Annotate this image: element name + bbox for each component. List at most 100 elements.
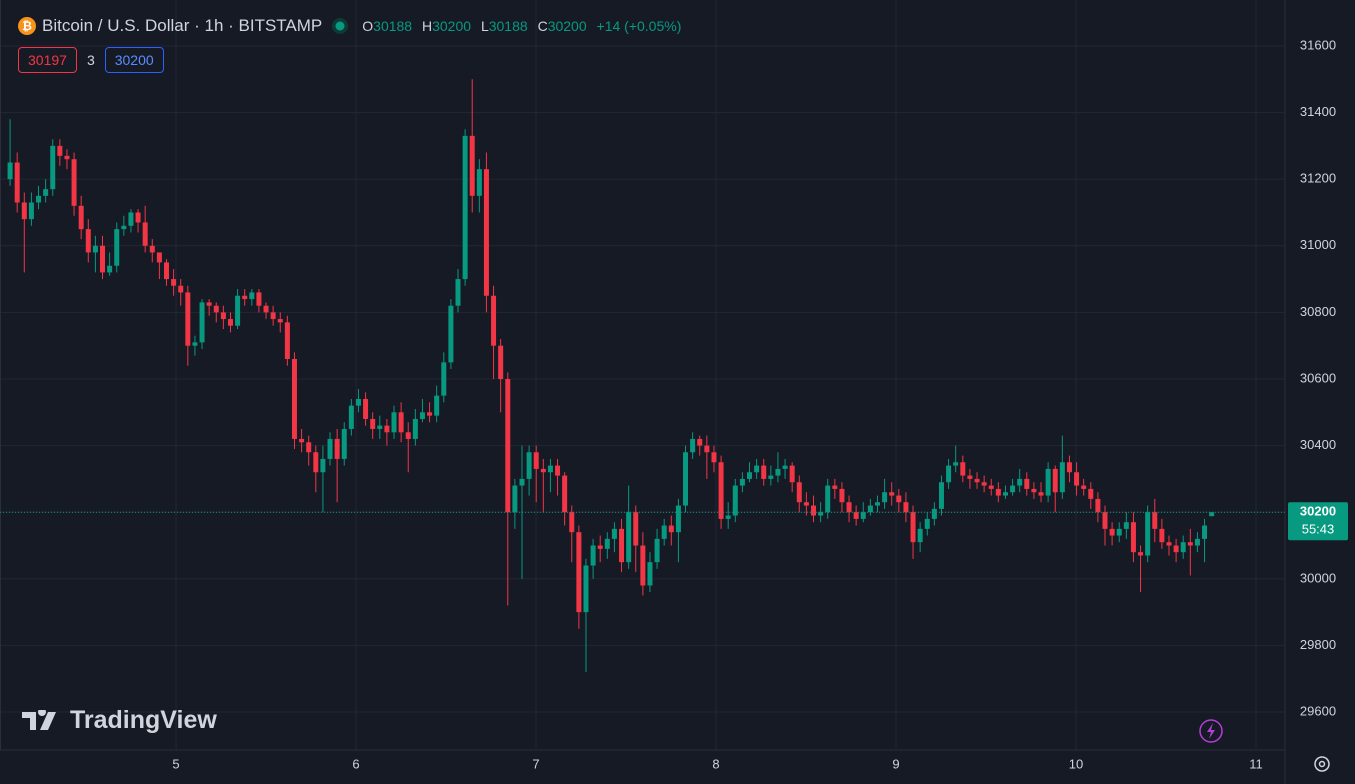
candle [675,498,681,563]
candle-body [1095,498,1101,513]
candle [171,269,177,296]
candle-body [412,418,418,439]
candle-body [505,378,511,513]
candle [370,412,376,439]
candle [1102,505,1108,546]
candle-body [291,359,297,439]
candle [910,505,916,559]
y-tick-label: 30400 [1300,437,1336,452]
symbol[interactable]: Bitcoin / U.S. Dollar · 1h · BITSTAMP [42,16,323,35]
candle [739,472,745,493]
candle [92,235,98,273]
candle-body [974,478,980,483]
candle [917,522,923,553]
candle-body [889,492,895,496]
candle-body [590,545,596,566]
candle-body [434,395,440,416]
candle-body [661,525,667,539]
candle [526,445,532,496]
candle-body [1209,512,1215,517]
candle [619,518,625,573]
candle [114,222,120,273]
candle-body [199,302,205,343]
x-tick-label: 6 [352,756,359,771]
h-label: H [421,18,433,34]
candle [377,415,383,439]
candle-body [469,135,475,196]
candle [1159,518,1165,549]
candle-body [853,512,859,519]
candle [867,498,873,516]
candle [85,219,91,263]
candle [249,289,255,306]
candle [227,312,233,333]
candle [647,552,653,593]
h-value: 30200 [432,18,472,34]
candle-body [78,205,84,230]
candle [697,435,703,456]
candle [924,512,930,536]
candle [498,339,504,413]
candle [7,119,13,186]
candle-body [377,425,383,429]
candle-body [1138,552,1144,556]
candle [21,192,27,273]
candle [562,472,568,526]
candle [391,405,397,439]
candle-body [633,512,639,546]
candle-body [171,279,177,286]
candle [156,252,162,280]
spread: 3 [86,52,95,68]
candle [100,235,106,280]
candle-body [782,465,788,469]
status-dot [332,18,349,34]
candle-body [43,189,49,196]
candle-body [526,452,532,479]
candle-body [92,245,98,253]
candle-body [178,285,184,293]
candle [43,179,49,203]
candle-body [562,475,568,513]
alert-icon [1199,719,1223,743]
candle [547,458,553,493]
change: +14 (+0.05%) [596,18,682,34]
candle-body [121,225,127,230]
candle [569,505,575,563]
candle-body [206,302,212,306]
candle-body [1066,462,1072,473]
candle-body [448,305,454,363]
candle-body [690,438,696,453]
settings-icon[interactable] [1314,756,1330,772]
candle [334,428,340,503]
candle [960,455,966,483]
y-tick-label: 31400 [1300,104,1336,119]
candle-body [775,468,781,476]
candle-body [306,442,312,453]
candle-body [220,312,226,320]
candle [967,468,973,489]
sell-button[interactable]: 30197 [18,47,77,73]
candle [483,152,489,313]
candle-body [270,312,276,320]
candle [988,478,994,496]
buy-button[interactable]: 30200 [104,47,164,73]
candle-body [1194,538,1200,546]
candle [128,209,134,233]
candle [782,458,788,479]
candle [1059,435,1065,499]
candle-body [938,482,944,509]
candle-body [398,412,404,433]
candle [1187,528,1193,576]
candle [142,205,148,253]
candle [661,518,667,546]
candle [1109,522,1115,546]
o-label: O [362,18,374,34]
y-tick-label: 30000 [1300,570,1336,585]
candle-body [626,512,632,563]
legend: ₿ Bitcoin / U.S. Dollar · 1h · BITSTAMP … [18,14,687,38]
candle-body [931,508,937,519]
candle-body [135,212,141,223]
candle-body [540,468,546,473]
candle-body [1059,462,1065,493]
candle-body [327,438,333,459]
